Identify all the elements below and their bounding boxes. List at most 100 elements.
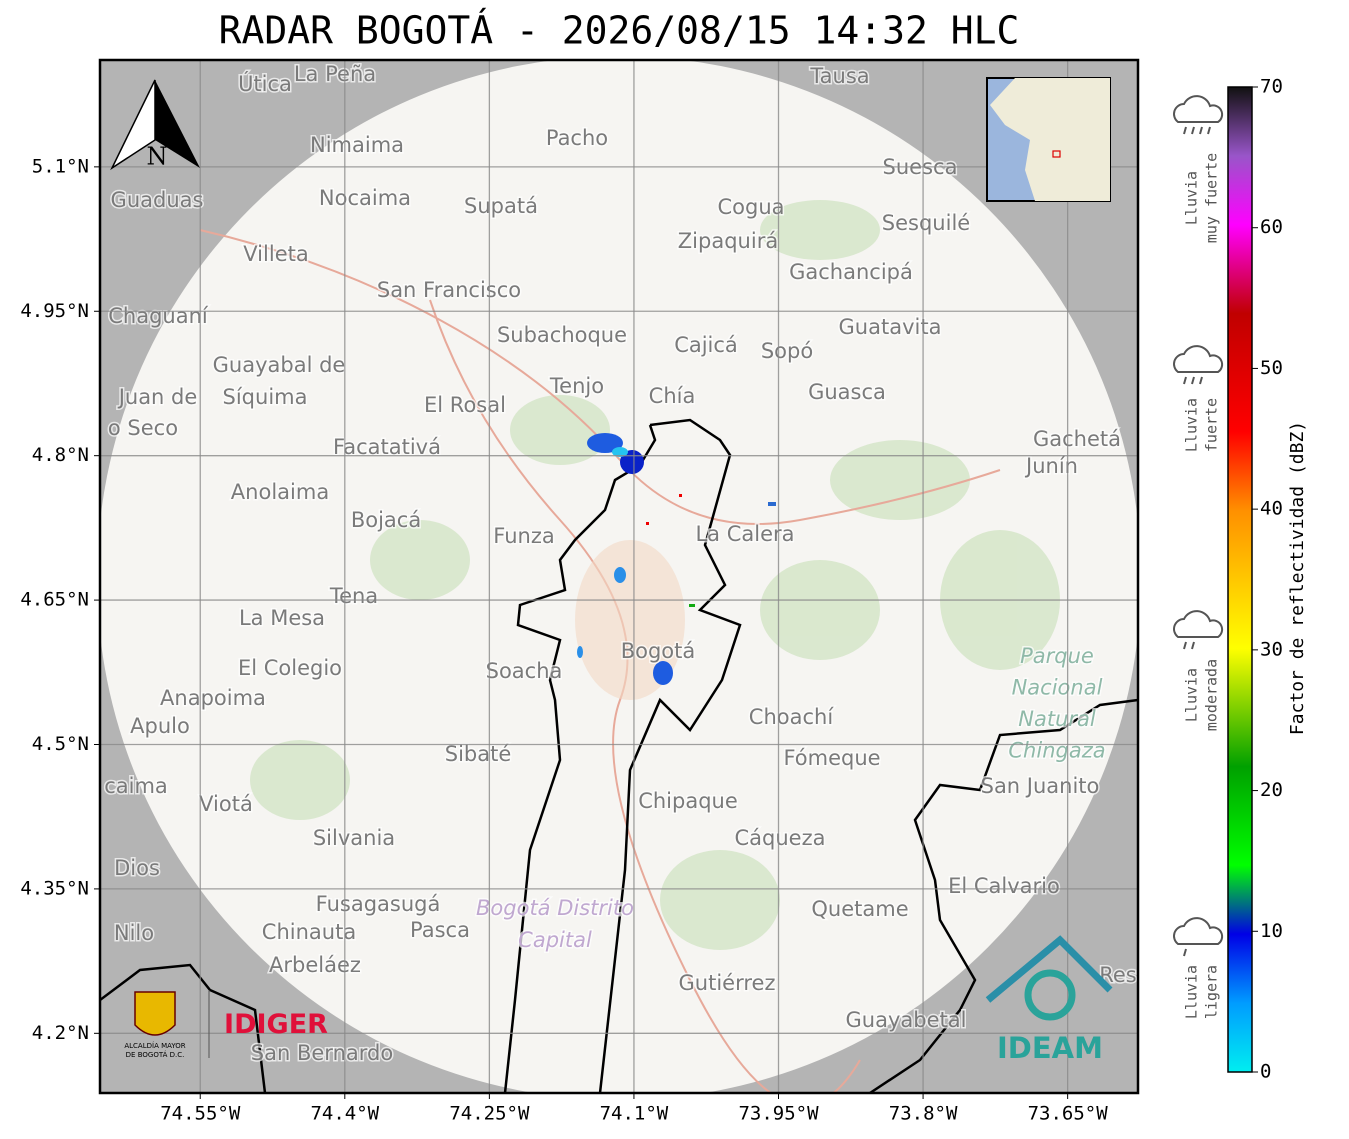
rain-label: ligera xyxy=(1203,965,1221,1019)
colorbar-tick-label: 10 xyxy=(1260,920,1283,942)
place-label: Subachoque xyxy=(497,323,627,347)
place-label: Útica xyxy=(238,71,292,96)
rain-label: Lluvia xyxy=(1183,668,1201,722)
colorbar-tick-label: 40 xyxy=(1260,498,1283,520)
place-label: Tenjo xyxy=(549,374,604,398)
ideam-label: IDEAM xyxy=(997,1031,1103,1065)
place-label: Cajicá xyxy=(674,333,738,357)
colorbar-label: Factor de reflectividad (dBZ) xyxy=(1287,421,1308,735)
place-label: Anolaima xyxy=(231,480,329,504)
rain-label: Lluvia xyxy=(1183,398,1201,452)
place-label: caima xyxy=(104,774,168,798)
ideam-logo: IDEAM xyxy=(985,935,1113,1065)
rain-label: Lluvia xyxy=(1183,965,1201,1019)
north-label: N xyxy=(147,143,168,171)
graticule xyxy=(100,60,1138,1093)
place-label: Gutiérrez xyxy=(679,971,776,995)
place-labels: Útica La Peña Tausa Nimaima Pacho Guaduas Noca… xyxy=(103,61,1138,1067)
place-label: Nocaima xyxy=(319,186,411,210)
place-label: Gachancipá xyxy=(789,260,913,284)
place-label: Zipaquirá xyxy=(678,229,778,253)
place-label: Soacha xyxy=(486,659,563,683)
x-tick-label: 73.8°W xyxy=(889,1103,958,1125)
x-tick-label: 73.95°W xyxy=(738,1103,819,1125)
rain-drop xyxy=(1191,126,1195,135)
cloud-icon xyxy=(1173,345,1224,373)
rain-drop xyxy=(1199,376,1203,385)
colorbar xyxy=(1227,86,1253,1073)
rain-drop xyxy=(1183,126,1187,135)
place-label: Anapoima xyxy=(160,686,266,710)
place-label: Supatá xyxy=(464,194,538,218)
alcaldia-line: ALCALDÍA MAYOR xyxy=(124,1041,185,1050)
colorbar-tick-label: 50 xyxy=(1260,357,1283,379)
place-label: Dios xyxy=(114,856,160,880)
x-tick-label: 74.4°W xyxy=(310,1103,379,1125)
place-label: Sibaté xyxy=(445,742,512,766)
rain-drop xyxy=(1199,126,1203,135)
place-label: San Francisco xyxy=(377,278,521,302)
terrain xyxy=(250,200,1060,950)
y-tick-label: 4.5°N xyxy=(32,733,89,755)
place-label: Guasca xyxy=(808,380,886,404)
cloud-icon xyxy=(1173,917,1224,945)
place-label: Cogua xyxy=(717,195,784,219)
y-tick-label: 4.95°N xyxy=(20,300,89,322)
rain-label: moderada xyxy=(1203,659,1221,731)
place-label: El Rosal xyxy=(424,393,506,417)
colorbar-tick-label: 60 xyxy=(1260,216,1283,238)
inset-map xyxy=(986,77,1111,202)
place-label: Pasca xyxy=(410,918,470,942)
place-label: San Juanito xyxy=(981,774,1100,798)
rain-drop xyxy=(1207,126,1211,135)
place-label: Guatavita xyxy=(839,315,942,339)
park-label: Parque xyxy=(1020,644,1094,668)
idiger-logo: IDIGER xyxy=(224,1009,328,1040)
place-label: Silvania xyxy=(313,826,395,850)
place-label: Tausa xyxy=(809,64,869,88)
y-tick-label: 4.8°N xyxy=(32,444,89,466)
place-label: Sesquilé xyxy=(882,211,970,235)
rain-label: Lluvia xyxy=(1183,171,1201,225)
rain-drop xyxy=(1191,376,1195,385)
rain-label: fuerte xyxy=(1203,398,1221,452)
place-label: San Bernardo xyxy=(251,1041,393,1065)
place-label: El Colegio xyxy=(238,656,342,680)
rain-level: Lluvia muy fuerte xyxy=(1173,95,1224,243)
y-tick-label: 5.1°N xyxy=(32,155,89,177)
district-boundary xyxy=(503,418,742,1093)
place-label: Nilo xyxy=(114,921,154,945)
place-label: La Calera xyxy=(695,522,794,546)
district-label: Capital xyxy=(518,928,592,952)
y-tick-label: 4.35°N xyxy=(20,877,89,899)
place-label: Guayabal de xyxy=(213,353,346,377)
place-label: La Mesa xyxy=(239,606,325,630)
colorbar-tick-label: 0 xyxy=(1260,1061,1271,1083)
place-label: Cáqueza xyxy=(735,826,826,850)
place-label: Quetame xyxy=(811,897,908,921)
rain-level: Lluvia fuerte xyxy=(1173,345,1224,452)
x-tick-label: 73.65°W xyxy=(1028,1103,1109,1125)
place-label: Guaduas xyxy=(111,188,204,212)
place-label: Viotá xyxy=(199,792,253,816)
place-label: Gachetá xyxy=(1033,427,1121,451)
axes: 74.55°W 74.4°W 74.25°W 74.1°W 73.95°W 73.8°W 7… xyxy=(20,155,1108,1124)
alcaldia-logo: ALCALDÍA MAYOR DE BOGOTÁ D.C. IDIGER xyxy=(124,990,328,1059)
north-arrow: N xyxy=(110,79,200,171)
place-label: Guayabetal xyxy=(846,1008,967,1032)
colorbar-tick-label: 30 xyxy=(1260,638,1283,660)
alcaldia-line: DE BOGOTÁ D.C. xyxy=(126,1050,185,1059)
place-label: Chinauta xyxy=(262,920,356,944)
rain-drop xyxy=(1183,376,1187,385)
place-label: Bojacá xyxy=(351,508,421,532)
place-label: Choachí xyxy=(749,705,835,729)
place-label: Chía xyxy=(649,384,696,408)
park-label: Natural xyxy=(1018,707,1096,731)
rain-drop xyxy=(1183,641,1187,650)
place-label: Arbeláez xyxy=(269,953,361,977)
rain-drop xyxy=(1191,641,1195,650)
place-label: Pacho xyxy=(546,126,608,150)
title: RADAR BOGOTÁ - 2026/08/15 14:32 HLC xyxy=(219,9,1020,53)
